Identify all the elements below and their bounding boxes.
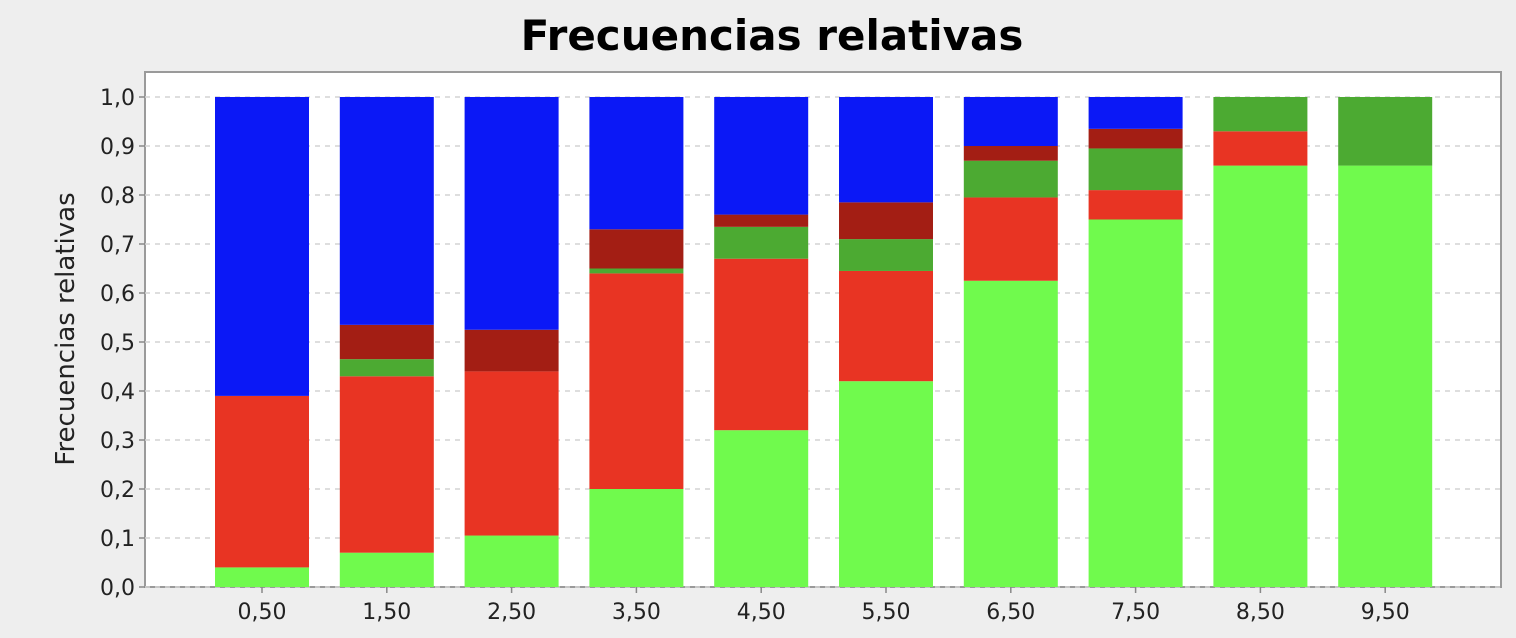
bar-segment (714, 214, 809, 227)
bar-segment (589, 229, 684, 269)
bars (215, 97, 1433, 587)
bar-segment (339, 376, 434, 553)
bar-segment (1213, 131, 1308, 166)
bar-segment (963, 160, 1058, 198)
x-tick-label: 8,50 (1236, 600, 1285, 625)
bar-segment (1213, 165, 1308, 587)
y-tick-label: 1,0 (100, 86, 135, 111)
y-tick-label: 0,4 (100, 380, 135, 405)
x-tick-label: 9,50 (1361, 600, 1410, 625)
y-axis-label: Frecuencias relativas (51, 192, 81, 465)
bar-segment (1338, 165, 1433, 587)
bar-segment (464, 329, 559, 372)
y-tick-label: 0,0 (100, 576, 135, 601)
bar-segment (339, 324, 434, 360)
bar-segment (339, 97, 434, 325)
x-tick-label: 1,50 (362, 600, 411, 625)
bar-segment (1088, 97, 1183, 129)
bar-segment (339, 359, 434, 377)
bar-segment (215, 567, 309, 587)
bar-segment (1088, 128, 1183, 149)
bar-segment (215, 97, 309, 396)
y-tick-label: 0,3 (100, 429, 135, 454)
bar-segment (1213, 97, 1308, 132)
y-axis: 0,0 0,1 0,2 0,3 0,4 0,5 0,6 0,7 0,8 0,9 1,0 (100, 86, 145, 601)
bar-segment (963, 146, 1058, 161)
x-tick-label: 4,50 (737, 600, 786, 625)
y-tick-label: 0,1 (100, 527, 135, 552)
y-tick-label: 0,2 (100, 478, 135, 503)
y-tick-label: 0,7 (100, 233, 135, 258)
bar-segment (589, 268, 684, 274)
x-tick-label: 7,50 (1111, 600, 1160, 625)
bar-segment (963, 197, 1058, 281)
x-tick-label: 0,50 (238, 600, 287, 625)
bar-segment (339, 552, 434, 587)
bar-segment (1088, 219, 1183, 587)
bar-segment (1088, 148, 1183, 191)
bar-segment (714, 97, 809, 215)
y-tick-label: 0,6 (100, 282, 135, 307)
bar-segment (714, 226, 809, 259)
bar-segment (714, 430, 809, 587)
y-tick-label: 0,5 (100, 331, 135, 356)
bar-segment (839, 270, 933, 382)
chart-title: Frecuencias relativas (521, 11, 1024, 60)
bar-segment (215, 395, 309, 568)
bar-segment (1088, 190, 1183, 220)
bar-segment (839, 381, 933, 587)
y-tick-label: 0,9 (100, 135, 135, 160)
bar-segment (839, 202, 933, 240)
bar-segment (464, 371, 559, 536)
bar-segment (714, 258, 809, 431)
x-tick-label: 2,50 (487, 600, 536, 625)
x-axis: 0,50 1,50 2,50 3,50 4,50 5,50 6,50 7,50 8,50 9,50 (238, 587, 1410, 625)
y-tick-label: 0,8 (100, 184, 135, 209)
bar-segment (589, 273, 684, 489)
bar-segment (839, 239, 933, 271)
x-tick-label: 5,50 (862, 600, 911, 625)
bar-segment (589, 97, 684, 230)
x-tick-label: 6,50 (986, 600, 1035, 625)
bar-segment (464, 97, 559, 330)
bar-segment (464, 535, 559, 587)
bar-segment (589, 489, 684, 587)
bar-segment (963, 97, 1058, 146)
x-tick-label: 3,50 (612, 600, 661, 625)
bar-segment (839, 97, 933, 203)
bar-segment (1338, 97, 1433, 166)
bar-segment (963, 280, 1058, 587)
